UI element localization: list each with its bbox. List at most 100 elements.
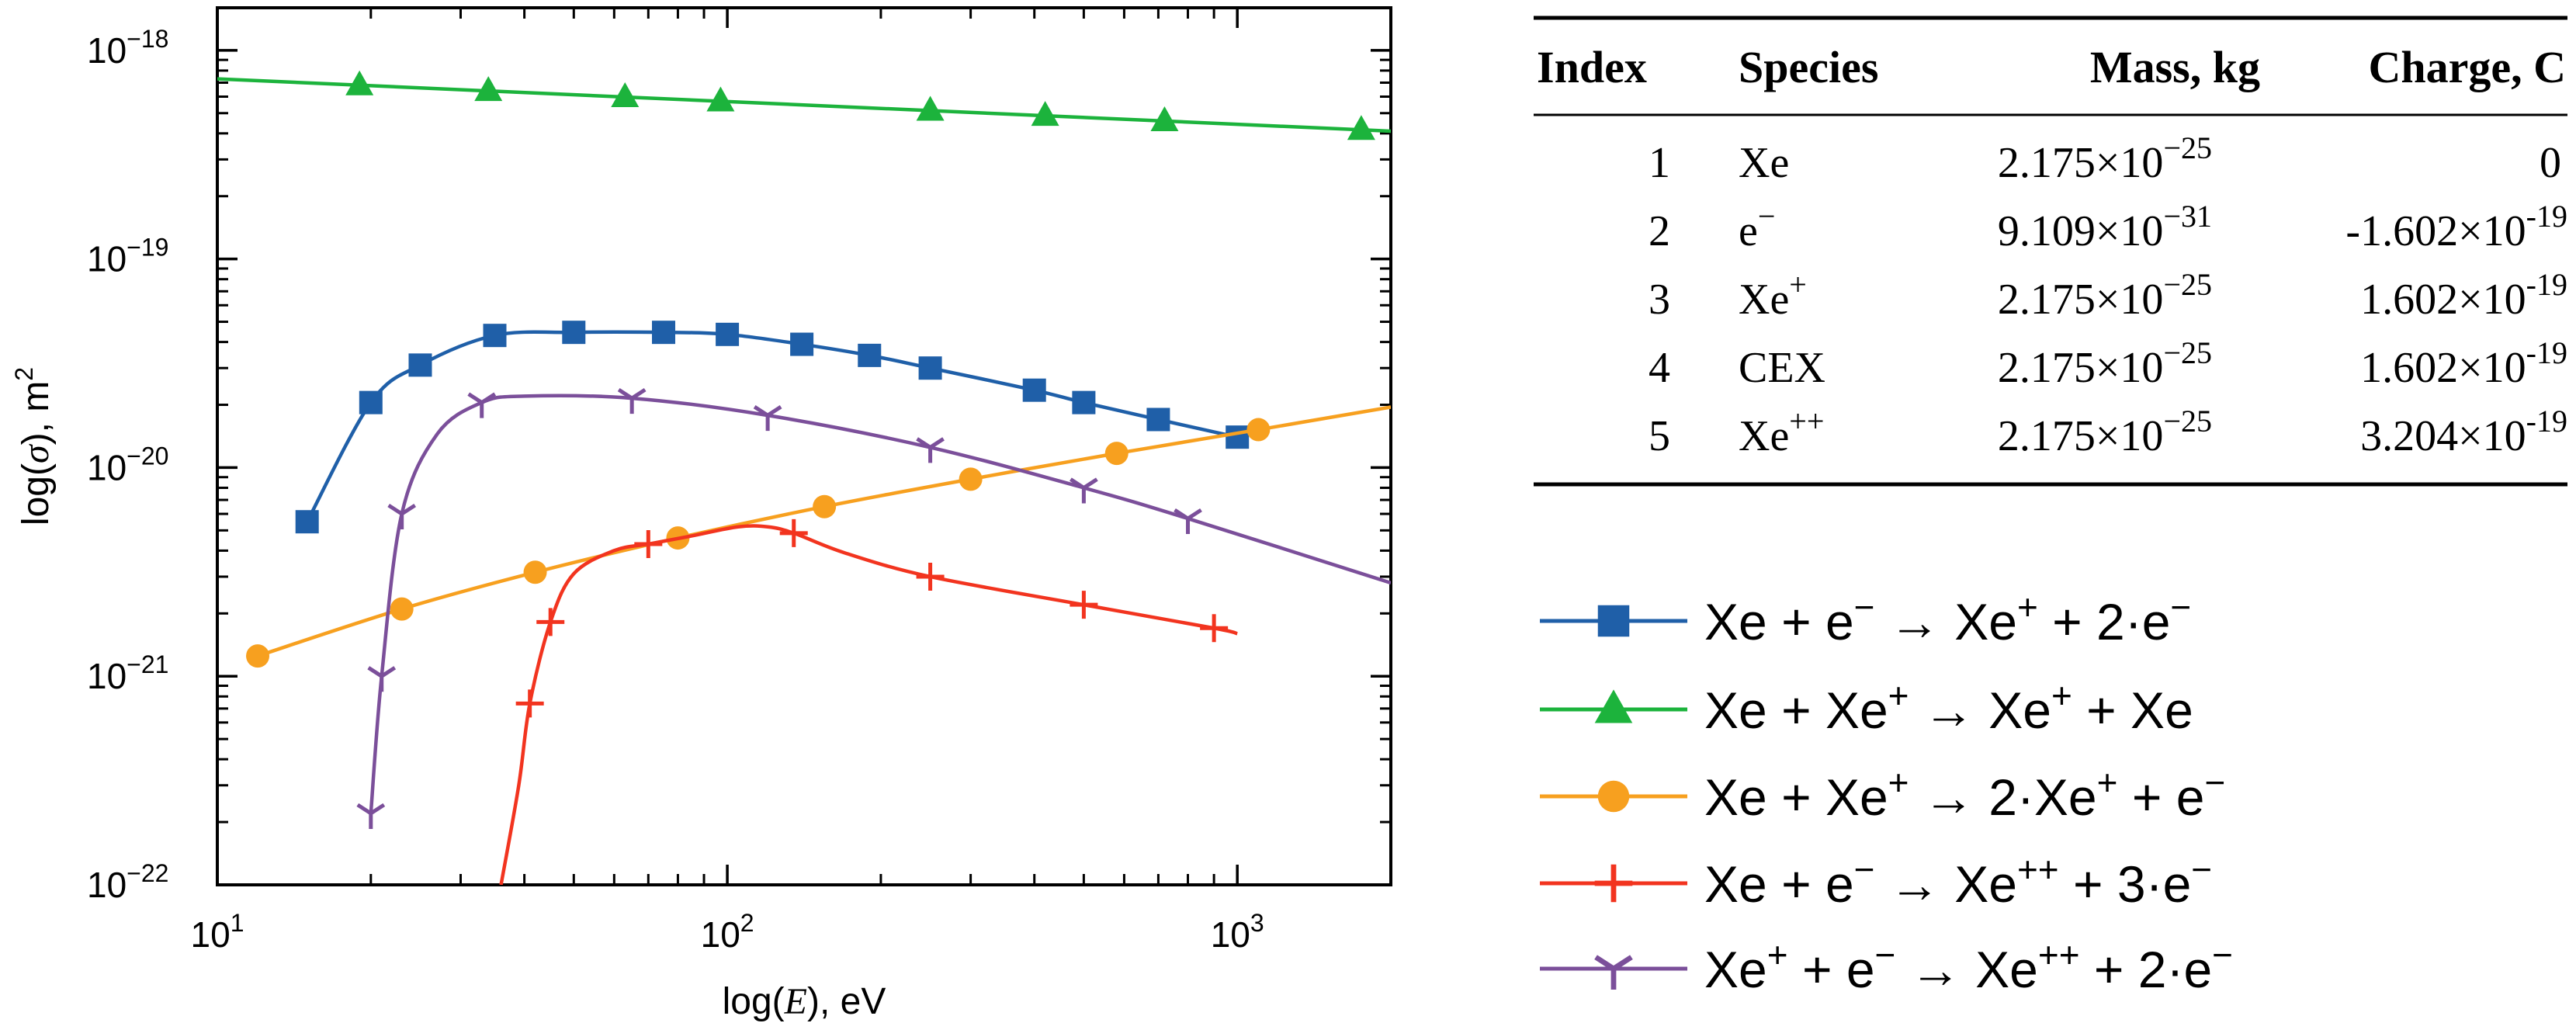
row-charge: 0 bbox=[2540, 139, 2561, 187]
x-axis-label: log(E), eV bbox=[723, 981, 886, 1022]
data-point-ionization bbox=[408, 353, 432, 377]
data-point-charge-exchange bbox=[1347, 115, 1375, 140]
x-tick-label: 103 bbox=[1211, 909, 1264, 955]
table-row: 3 Xe+ 2.175×10−25 1.602×10-19 bbox=[1649, 267, 2567, 324]
data-point-ion-ionization bbox=[617, 387, 647, 414]
data-point-ion-impact-ionization bbox=[523, 560, 547, 584]
row-mass: 2.175×10−25 bbox=[1998, 335, 2212, 392]
data-point-ion-impact-ionization bbox=[959, 467, 983, 491]
data-point-ionization bbox=[652, 321, 676, 345]
row-species: e− bbox=[1739, 199, 1775, 255]
legend-entry-charge-exchange: Xe + Xe+ → Xe+ + Xe bbox=[1540, 675, 2193, 739]
data-point-ion-ionization bbox=[916, 437, 945, 463]
ticks bbox=[216, 8, 1392, 886]
y-tick-label: 10−21 bbox=[87, 650, 168, 696]
data-point-charge-exchange bbox=[706, 86, 735, 112]
table-header: Mass, kg bbox=[2090, 42, 2260, 92]
row-index: 4 bbox=[1649, 344, 1670, 392]
series-group bbox=[217, 70, 1391, 885]
legend: Xe + e− → Xe+ + 2·e− Xe + Xe+ → Xe+ + Xe X… bbox=[1540, 587, 2233, 998]
y-tick-label: 10−18 bbox=[87, 25, 168, 71]
row-charge: -1.602×10-19 bbox=[2345, 199, 2567, 255]
data-point-double-ionization bbox=[1200, 614, 1229, 643]
table-row: 5 Xe++ 2.175×10−25 3.204×10-19 bbox=[1649, 404, 2567, 460]
row-charge: 1.602×10-19 bbox=[2360, 267, 2567, 324]
plot-frame bbox=[216, 6, 1392, 886]
data-point-ion-ionization bbox=[367, 666, 397, 692]
legend-label: Xe + Xe+ → 2·Xe+ + e− bbox=[1704, 762, 2225, 826]
plot-area: 101 102 103 10−22 10−21 10−20 10−19 10−18 log(E)… bbox=[10, 6, 1392, 1022]
data-point-charge-exchange bbox=[345, 70, 374, 95]
legend-entry-ion-ionization: Xe+ + e− → Xe++ + 2·e− bbox=[1540, 935, 2233, 998]
legend-label: Xe + e− → Xe+ + 2·e− bbox=[1704, 587, 2191, 650]
row-mass: 9.109×10−31 bbox=[1998, 199, 2212, 255]
data-point-ionization bbox=[359, 390, 383, 414]
data-point-ionization bbox=[1022, 378, 1046, 402]
data-point-ion-impact-ionization bbox=[390, 597, 414, 621]
row-species: Xe++ bbox=[1739, 404, 1824, 460]
data-point-charge-exchange bbox=[1150, 106, 1179, 131]
x-tick-label: 101 bbox=[191, 909, 244, 955]
table-header: Species bbox=[1739, 42, 1878, 92]
legend-marker bbox=[1594, 689, 1633, 723]
data-point-ion-ionization bbox=[1174, 508, 1202, 535]
data-point-ionization bbox=[918, 356, 942, 380]
data-point-charge-exchange bbox=[1031, 101, 1059, 127]
y-tick-label: 10−19 bbox=[87, 234, 168, 279]
row-index: 5 bbox=[1649, 412, 1670, 460]
row-charge: 1.602×10-19 bbox=[2360, 335, 2567, 392]
series-line-double-ionization bbox=[499, 524, 1238, 885]
series-line-ion-impact-ionization bbox=[257, 405, 1391, 658]
data-point-double-ionization bbox=[916, 562, 945, 591]
table-row: 1 Xe 2.175×10−25 0 bbox=[1649, 130, 2561, 187]
data-point-ion-impact-ionization bbox=[246, 644, 270, 668]
row-mass: 2.175×10−25 bbox=[1998, 267, 2212, 324]
y-tick-label: 10−22 bbox=[87, 859, 168, 905]
data-point-ionization bbox=[790, 332, 814, 356]
row-index: 2 bbox=[1649, 207, 1670, 255]
data-point-ionization bbox=[562, 321, 586, 345]
species-table: Index Species Mass, kg Charge, C 1 Xe 2.175×10… bbox=[1534, 16, 2567, 487]
legend-label: Xe + e− → Xe++ + 3·e− bbox=[1704, 849, 2212, 913]
data-point-double-ionization bbox=[634, 529, 663, 558]
data-point-charge-exchange bbox=[474, 76, 503, 102]
data-point-ion-impact-ionization bbox=[813, 494, 837, 518]
data-point-ion-impact-ionization bbox=[1104, 442, 1129, 466]
data-point-charge-exchange bbox=[916, 95, 945, 121]
data-point-ionization bbox=[716, 322, 740, 346]
data-point-ionization bbox=[295, 510, 319, 534]
data-point-charge-exchange bbox=[611, 81, 640, 107]
legend-entry-double-ionization: Xe + e− → Xe++ + 3·e− bbox=[1540, 849, 2212, 913]
row-mass: 2.175×10−25 bbox=[1998, 404, 2212, 460]
legend-entry-ionization: Xe + e− → Xe+ + 2·e− bbox=[1540, 587, 2191, 650]
row-species: CEX bbox=[1739, 344, 1825, 392]
row-mass: 2.175×10−25 bbox=[1998, 130, 2212, 187]
legend-marker bbox=[1594, 955, 1633, 990]
legend-entry-ion-impact-ionization: Xe + Xe+ → 2·Xe+ + e− bbox=[1540, 762, 2225, 826]
x-tick-label: 102 bbox=[701, 909, 754, 955]
data-point-ion-impact-ionization bbox=[1246, 418, 1271, 442]
series-line-charge-exchange bbox=[217, 77, 1391, 134]
data-point-ion-ionization bbox=[467, 392, 497, 418]
data-point-ionization bbox=[1072, 390, 1096, 414]
table-row: 4 CEX 2.175×10−25 1.602×10-19 bbox=[1649, 335, 2567, 392]
data-point-double-ionization bbox=[515, 689, 544, 718]
legend-marker bbox=[1597, 780, 1630, 813]
data-point-ion-ionization bbox=[387, 503, 417, 530]
data-point-ionization bbox=[483, 324, 507, 348]
y-tick-label: 10−20 bbox=[87, 442, 168, 487]
row-charge: 3.204×10-19 bbox=[2360, 404, 2567, 460]
row-index: 3 bbox=[1649, 276, 1670, 324]
data-point-ionization bbox=[1226, 425, 1250, 449]
data-point-double-ionization bbox=[779, 518, 808, 547]
row-species: Xe bbox=[1739, 139, 1789, 187]
y-axis-label: log(σ), m2 bbox=[10, 367, 57, 525]
data-point-double-ionization bbox=[1070, 591, 1098, 619]
legend-marker bbox=[1597, 605, 1630, 637]
legend-marker bbox=[1594, 864, 1633, 903]
data-point-ion-ionization bbox=[356, 803, 386, 829]
data-point-double-ionization bbox=[536, 608, 565, 636]
table-header: Index bbox=[1537, 42, 1647, 92]
table-row: 2 e− 9.109×10−31 -1.602×10-19 bbox=[1649, 199, 2567, 255]
